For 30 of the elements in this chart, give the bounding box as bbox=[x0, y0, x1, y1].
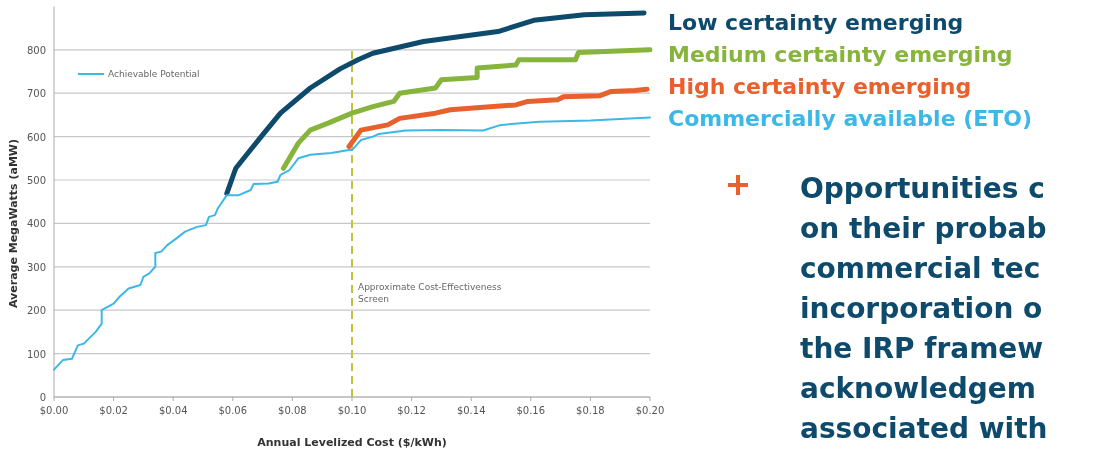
y-axis-title: Average MegaWatts (aMW) bbox=[7, 138, 20, 309]
line-series bbox=[53, 116, 651, 371]
x-tick-label: $0.06 bbox=[218, 405, 248, 416]
x-tick-label: $0.08 bbox=[278, 405, 307, 416]
x-tick-label: $0.18 bbox=[576, 405, 605, 416]
x-axis-title: Annual Levelized Cost ($/kWh) bbox=[257, 436, 447, 449]
series-label: Commercially available (ETO) bbox=[668, 106, 1033, 131]
series-label: Low certainty emerging bbox=[668, 10, 964, 35]
y-tick-label: 800 bbox=[26, 44, 46, 56]
x-tick-label: $0.02 bbox=[99, 405, 128, 416]
annotation: Achievable Potential bbox=[108, 69, 200, 79]
x-tick-label: $0.00 bbox=[39, 405, 69, 416]
y-tick-label: 500 bbox=[26, 175, 46, 186]
ref-line-label: Approximate Cost-Effectiveness Screen bbox=[358, 282, 502, 304]
y-tick-label: 400 bbox=[26, 218, 46, 230]
x-tick-label: $0.14 bbox=[456, 405, 486, 416]
x-tick-label: $0.04 bbox=[158, 405, 188, 416]
x-tick-label: $0.10 bbox=[337, 405, 367, 416]
y-tick-label: 300 bbox=[26, 261, 46, 273]
y-tick-label: 700 bbox=[26, 88, 46, 100]
x-tick-label: $0.20 bbox=[635, 405, 665, 416]
y-tick-label: 100 bbox=[26, 348, 46, 360]
series-label: High certainty emerging bbox=[668, 74, 972, 99]
x-tick-label: $0.16 bbox=[516, 405, 546, 416]
y-tick-label: 0 bbox=[39, 392, 46, 403]
text: Opportunities c on their probab commercial tec incorporation o the IRP framew acknowledgem associated with bbox=[800, 172, 1048, 445]
series-label: Medium certainty emerging bbox=[668, 42, 1013, 67]
y-tick-label: 600 bbox=[26, 131, 46, 143]
y-tick-label: 200 bbox=[26, 305, 46, 317]
x-tick-label: $0.12 bbox=[397, 405, 426, 416]
